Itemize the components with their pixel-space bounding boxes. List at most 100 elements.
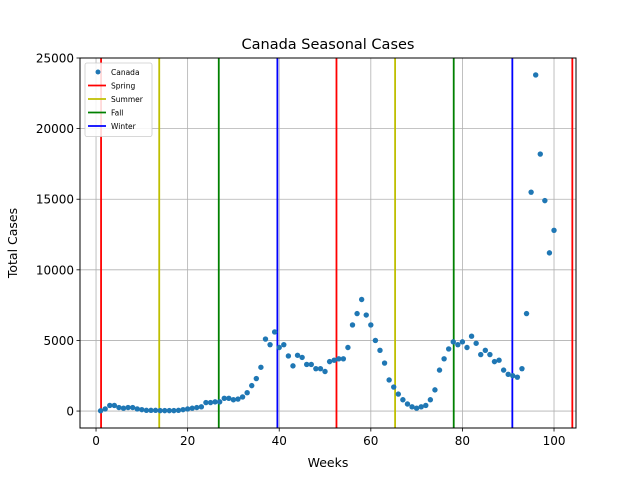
y-tick-label: 10000 [36,263,74,277]
data-point [262,336,269,342]
data-point [391,384,397,390]
data-point [194,404,200,411]
data-point [249,382,255,389]
x-tick-label: 0 [92,434,100,448]
data-point [354,310,360,317]
data-points [97,72,557,414]
data-point [455,341,461,348]
data-point [304,361,310,368]
data-point [107,402,113,409]
data-point [464,344,470,351]
data-point [432,387,438,393]
data-point [258,364,264,370]
x-tick-label: 100 [543,434,566,448]
y-axis-ticks: 0 5000 10000 15000 20000 25000 [36,52,80,419]
y-tick-label: 25000 [36,52,74,66]
data-point [413,405,420,411]
data-point [148,407,154,414]
data-point [468,333,475,339]
data-point [326,358,333,365]
data-point [253,375,260,382]
data-point [230,397,237,403]
data-point [551,227,557,233]
data-point [500,367,507,373]
data-point [125,404,131,411]
data-point [317,365,324,372]
data-point [386,377,392,383]
y-tick-label: 5000 [43,334,74,348]
data-point [221,395,227,402]
data-point [491,358,498,365]
data-point [216,399,223,405]
data-point [322,368,328,375]
data-point [523,310,530,317]
data-point [129,404,136,411]
data-point [299,354,305,361]
data-point [473,340,479,346]
data-point [427,397,434,403]
data-point [363,312,369,318]
data-point [381,360,388,366]
plot-frame [79,57,577,429]
data-point [166,407,173,414]
data-point [345,344,351,351]
data-point [285,353,292,359]
legend-label-fall: Fall [111,108,123,117]
data-point [267,341,273,348]
y-tick-label: 15000 [36,193,74,207]
data-point [198,404,205,410]
data-point [496,357,502,363]
data-point [97,408,104,414]
data-point [157,407,163,414]
data-point [336,356,342,362]
data-point [404,401,411,407]
data-point [271,329,278,335]
legend-marker-canada [95,69,101,75]
data-point [395,391,402,397]
data-point [445,346,452,352]
data-point [180,406,186,413]
x-tick-label: 80 [455,434,470,448]
data-point [313,365,319,372]
legend-label-canada: Canada [111,68,140,77]
data-point [358,296,365,303]
data-point [514,374,521,380]
x-axis-ticks: 0 20 40 60 80 100 [92,428,565,448]
data-point [281,341,287,348]
data-point [505,371,511,378]
data-point [203,399,209,406]
data-point [546,250,553,256]
legend-label-spring: Spring [111,81,135,90]
data-point [235,396,241,402]
data-point [171,407,177,414]
data-point [409,404,415,410]
data-point [290,363,296,369]
data-point [349,322,356,328]
data-point [340,356,347,362]
y-tick-label: 20000 [36,122,74,136]
data-point [175,407,182,414]
data-point [519,365,525,372]
data-point [441,356,447,362]
y-tick-label: 0 [66,405,74,419]
data-point [143,407,150,414]
data-point [116,404,122,411]
grid [80,57,576,428]
data-point [418,404,424,410]
data-point [331,357,337,363]
data-point [510,373,516,379]
data-point [423,402,429,409]
data-point [152,407,159,414]
data-point [244,389,250,396]
y-axis-label: Total Cases [5,208,20,279]
data-point [189,405,195,411]
season-lines [100,58,574,428]
data-point [528,189,534,195]
x-axis-label: Weeks [308,455,349,470]
data-point [532,72,539,78]
data-point [487,351,493,358]
data-point [478,351,484,358]
data-point [212,399,218,405]
data-point [294,352,301,358]
